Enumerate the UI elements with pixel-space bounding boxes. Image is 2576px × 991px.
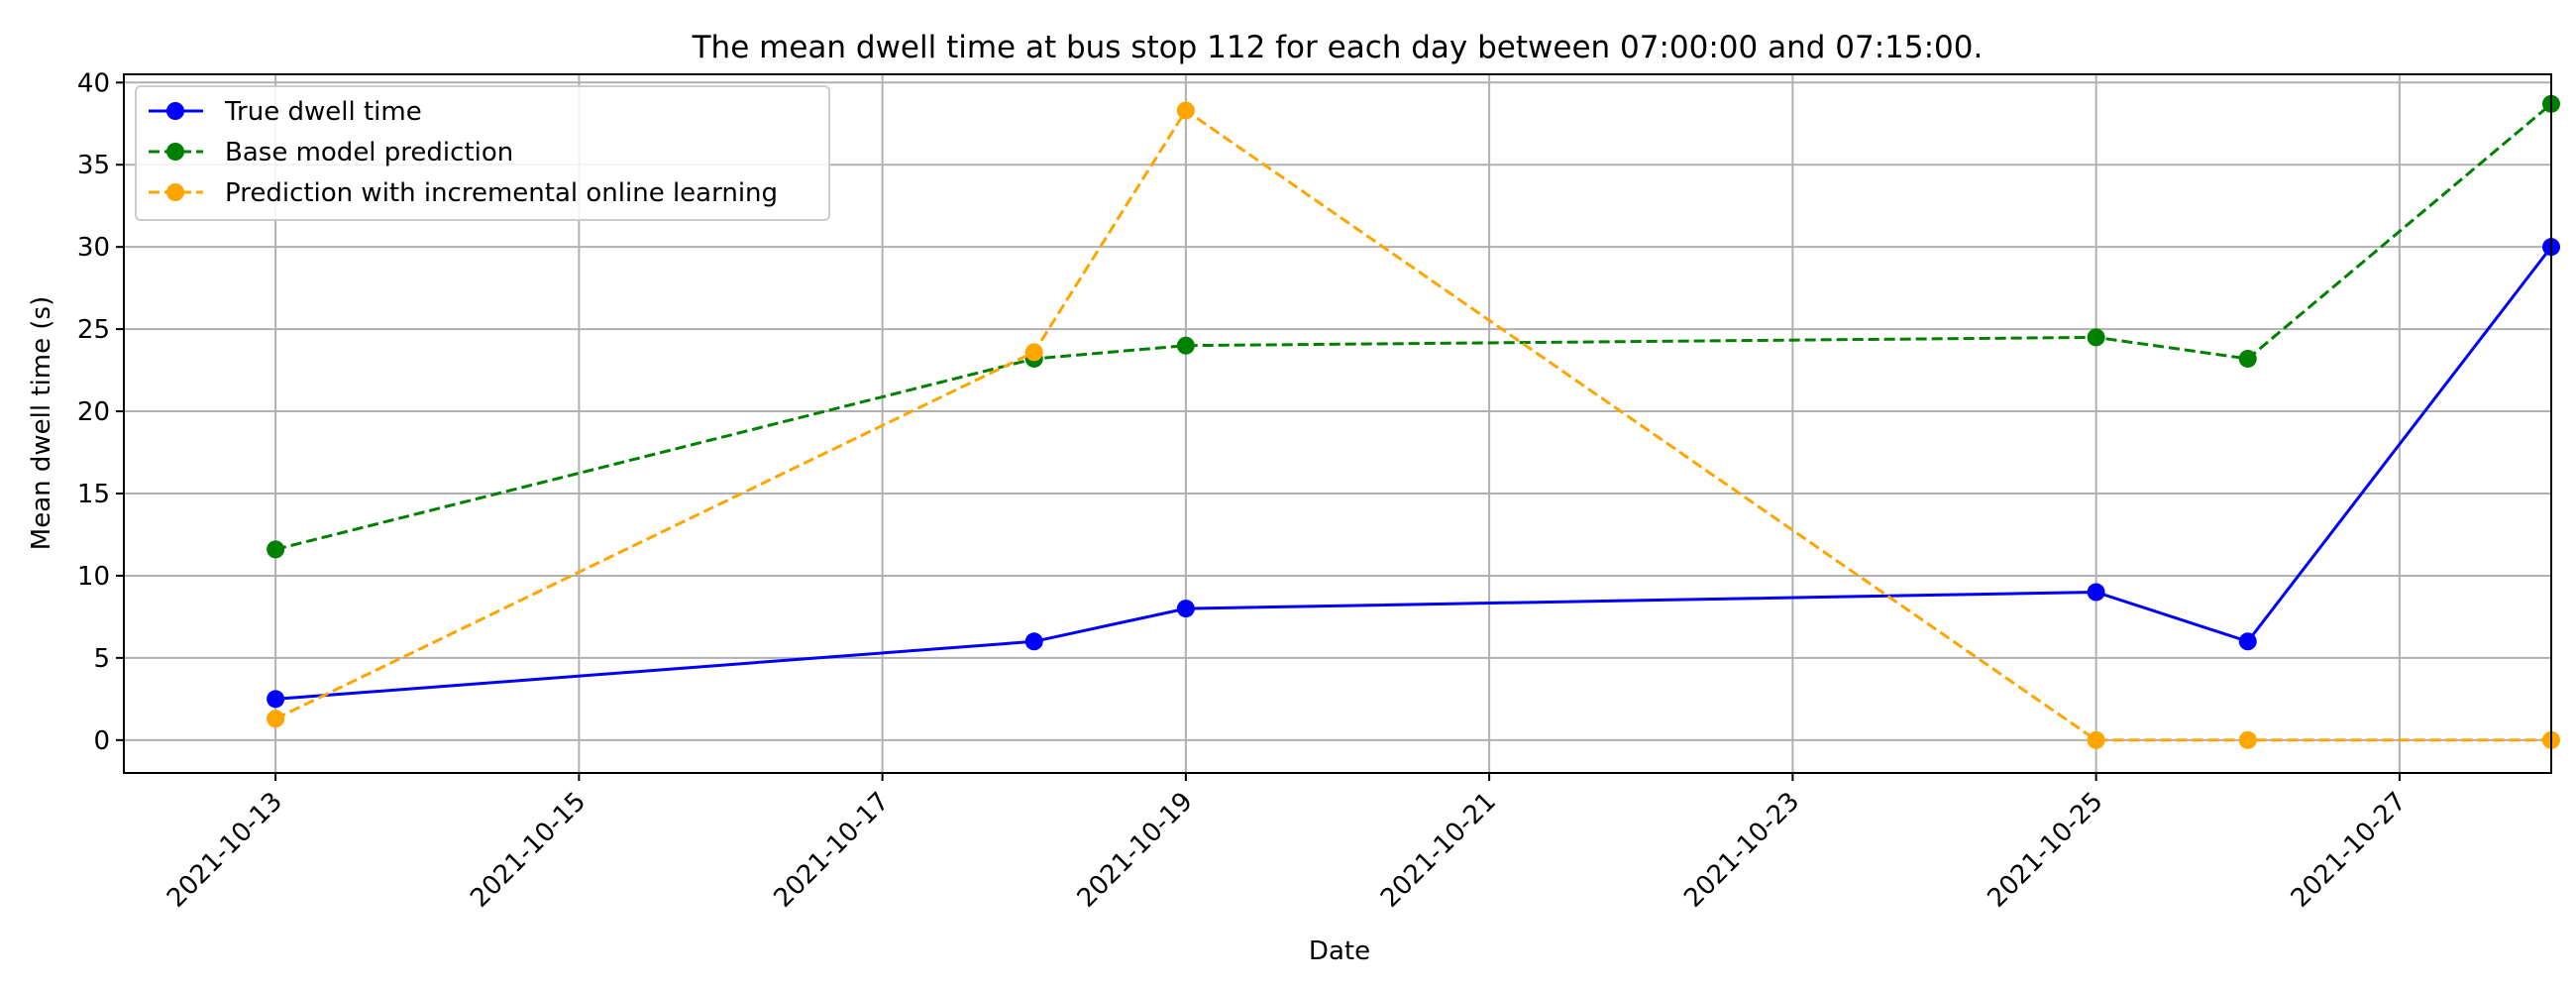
legend-label-1: True dwell time — [224, 97, 422, 127]
y-tick-label: 10 — [77, 562, 110, 592]
series-1-point — [1024, 632, 1043, 651]
x-tick-label: 2021-10-25 — [1983, 787, 2109, 914]
series-3-point — [1176, 101, 1195, 120]
y-axis-label: Mean dwell time (s) — [27, 296, 56, 550]
series-3-point — [2087, 730, 2105, 749]
legend-label-3: Prediction with incremental online learn… — [225, 178, 778, 208]
chart-title: The mean dwell time at bus stop 112 for … — [692, 30, 1984, 65]
legend-box — [135, 85, 830, 221]
series-3-point — [267, 710, 285, 728]
y-tick-label: 20 — [77, 397, 110, 427]
series-line-2 — [274, 102, 2552, 551]
series-line-3 — [274, 108, 2551, 742]
x-tick-label: 2021-10-19 — [1072, 787, 1199, 914]
x-tick-label: 2021-10-13 — [161, 787, 288, 914]
series-1-point — [267, 690, 285, 709]
legend-marker-2 — [166, 143, 184, 161]
x-tick-label: 2021-10-27 — [2286, 787, 2413, 914]
y-tick-label: 0 — [93, 726, 110, 756]
series-2-point — [2087, 328, 2105, 347]
series-2-point — [1176, 336, 1195, 355]
plot-frame — [123, 73, 2552, 774]
series-layer — [267, 94, 2560, 749]
x-axis-label: Date — [1309, 936, 1370, 966]
series-3-point — [1024, 343, 1043, 362]
series-2-point — [267, 540, 285, 559]
legend: True dwell time Base model prediction Pred… — [135, 85, 830, 221]
series-2-point — [2238, 349, 2257, 368]
legend-label-2: Base model prediction — [225, 138, 513, 167]
series-1-point — [2087, 583, 2105, 602]
y-tick-label: 25 — [77, 315, 110, 345]
y-tick-label: 35 — [77, 151, 110, 180]
legend-marker-3 — [166, 183, 184, 201]
series-1-point — [1176, 600, 1195, 618]
series-3-point — [2238, 730, 2257, 749]
x-axis-ticks: 2021-10-13 2021-10-15 2021-10-17 2021-10-19… — [161, 773, 2413, 914]
legend-marker-1 — [166, 102, 184, 120]
y-tick-label: 30 — [77, 233, 110, 263]
series-line-1 — [274, 246, 2553, 701]
series-1-point — [2238, 632, 2257, 651]
y-tick-label: 5 — [93, 644, 110, 674]
y-tick-label: 40 — [77, 68, 110, 98]
grid-lines — [124, 74, 2551, 773]
x-tick-label: 2021-10-21 — [1375, 787, 1502, 914]
y-tick-label: 15 — [77, 480, 110, 509]
x-tick-label: 2021-10-15 — [465, 787, 591, 914]
y-axis-ticks: 0 5 10 15 20 25 30 35 40 — [77, 68, 124, 756]
x-tick-label: 2021-10-17 — [769, 787, 896, 914]
x-tick-label: 2021-10-23 — [1678, 787, 1805, 914]
